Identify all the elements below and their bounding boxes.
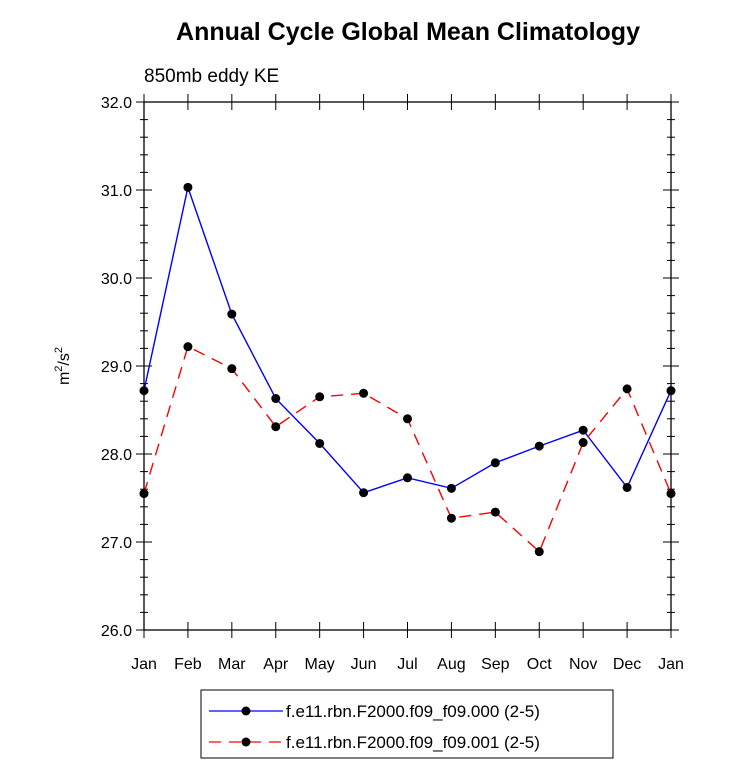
- x-tick-label: Nov: [569, 656, 597, 673]
- y-tick-label: 28.0: [101, 447, 132, 464]
- x-tick-label: Sep: [481, 656, 510, 673]
- x-tick-label: Mar: [218, 656, 246, 673]
- y-axis-label-base: m: [56, 372, 73, 385]
- legend-marker-series-1: [241, 706, 251, 716]
- legend-entry-1: f.e11.rbn.F2000.f09_f09.000 (2-5): [209, 702, 540, 721]
- data-point-series-2: [403, 414, 412, 424]
- data-point-series-1: [490, 458, 500, 468]
- x-tick-label: May: [305, 656, 335, 673]
- y-tick-label: 27.0: [101, 535, 132, 552]
- data-point-series-1: [578, 425, 588, 435]
- x-tick-label: Dec: [613, 656, 641, 673]
- x-tick-label: Oct: [527, 656, 552, 673]
- data-point-series-1: [315, 438, 325, 448]
- x-tick-label: Jan: [658, 656, 684, 673]
- legend: f.e11.rbn.F2000.f09_f09.000 (2-5) f.e11.…: [200, 689, 614, 759]
- data-point-series-1: [534, 441, 544, 451]
- data-point-series-2: [183, 342, 193, 352]
- y-axis-label-den-exp: 2: [53, 347, 65, 353]
- axis-ticks: [136, 94, 679, 638]
- chart-subtitle: 850mb eddy KE: [144, 66, 279, 87]
- data-point-series-1: [183, 182, 193, 192]
- series-group: [139, 182, 676, 557]
- y-tick-labels: 26.0 27.0 28.0 29.0 30.0 31.0 32.0: [101, 95, 132, 640]
- y-tick-label: 30.0: [101, 271, 132, 288]
- data-point-series-1: [359, 488, 369, 498]
- data-point-series-2: [446, 513, 456, 523]
- data-point-series-1: [446, 483, 456, 493]
- data-point-series-2: [315, 392, 325, 402]
- x-tick-label: Aug: [437, 656, 465, 673]
- y-tick-label: 29.0: [101, 359, 132, 376]
- series-line-1: [143, 184, 672, 494]
- x-tick-label: Jun: [351, 656, 377, 673]
- legend-entry-2: f.e11.rbn.F2000.f09_f09.001 (2-5): [209, 733, 540, 752]
- y-tick-label: 26.0: [101, 623, 132, 640]
- y-tick-label: 32.0: [101, 95, 132, 112]
- data-point-series-2: [622, 384, 632, 394]
- x-tick-label: Feb: [174, 656, 202, 673]
- x-tick-label: Apr: [263, 656, 289, 673]
- y-axis-label-text: m2/s2: [53, 347, 73, 385]
- data-point-series-2: [578, 438, 588, 448]
- legend-label-series-1: f.e11.rbn.F2000.f09_f09.000 (2-5): [286, 702, 540, 721]
- x-tick-label: Jul: [397, 656, 417, 673]
- data-point-series-1: [622, 482, 632, 492]
- data-point-series-2: [490, 507, 500, 517]
- data-point-series-2: [534, 547, 544, 557]
- legend-box: [200, 689, 614, 759]
- chart-title: Annual Cycle Global Mean Climatology: [176, 18, 640, 46]
- y-axis-label: m2/s2: [53, 347, 73, 385]
- y-axis-label-num-exp: 2: [53, 366, 65, 372]
- data-point-series-1: [271, 394, 281, 404]
- x-tick-labels: Jan Feb Mar Apr May Jun Jul Aug Sep Oct Nov Dec Jan: [131, 656, 684, 673]
- data-point-series-2: [359, 388, 369, 398]
- y-axis-label-sep: /s: [56, 353, 73, 365]
- x-tick-label: Jan: [131, 656, 157, 673]
- y-tick-label: 31.0: [101, 183, 132, 200]
- legend-label-series-2: f.e11.rbn.F2000.f09_f09.001 (2-5): [286, 733, 540, 752]
- series-line-2: [143, 345, 672, 553]
- data-point-series-2: [227, 364, 237, 374]
- data-point-series-1: [227, 309, 237, 319]
- data-point-series-2: [271, 422, 281, 432]
- legend-marker-series-2: [241, 737, 251, 747]
- data-point-series-1: [403, 473, 412, 483]
- plot-frame: [143, 101, 672, 631]
